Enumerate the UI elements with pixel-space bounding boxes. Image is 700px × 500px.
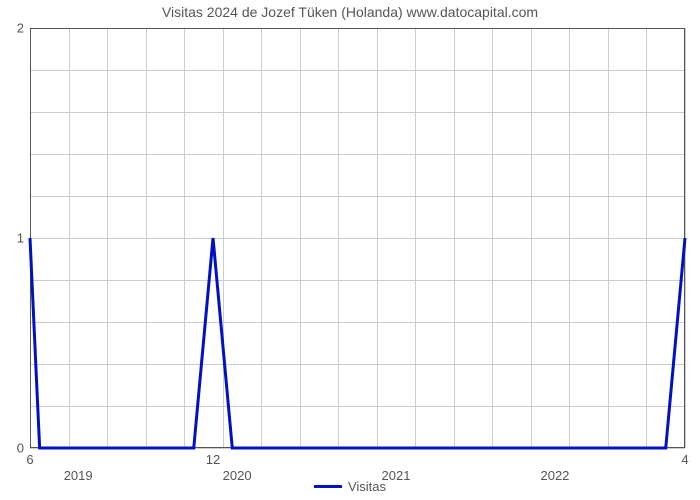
point-label: 6 xyxy=(26,448,33,467)
x-tick-label: 2022 xyxy=(540,448,569,483)
x-tick-label: 2021 xyxy=(382,448,411,483)
x-tick-label: 2019 xyxy=(64,448,93,483)
visits-chart: Visitas 2024 de Jozef Tüken (Holanda) ww… xyxy=(0,0,700,500)
series-line xyxy=(30,28,685,448)
y-tick-label: 2 xyxy=(17,21,30,36)
legend-swatch xyxy=(314,485,342,488)
grid-vline xyxy=(685,28,686,448)
y-tick-label: 1 xyxy=(17,231,30,246)
point-label: 4 xyxy=(681,448,688,467)
legend: Visitas xyxy=(314,479,386,494)
legend-label: Visitas xyxy=(348,479,386,494)
plot-area: 01220192020202120226124 xyxy=(30,28,685,448)
x-tick-label: 2020 xyxy=(223,448,252,483)
chart-title: Visitas 2024 de Jozef Tüken (Holanda) ww… xyxy=(0,0,700,20)
point-label: 12 xyxy=(206,448,220,467)
